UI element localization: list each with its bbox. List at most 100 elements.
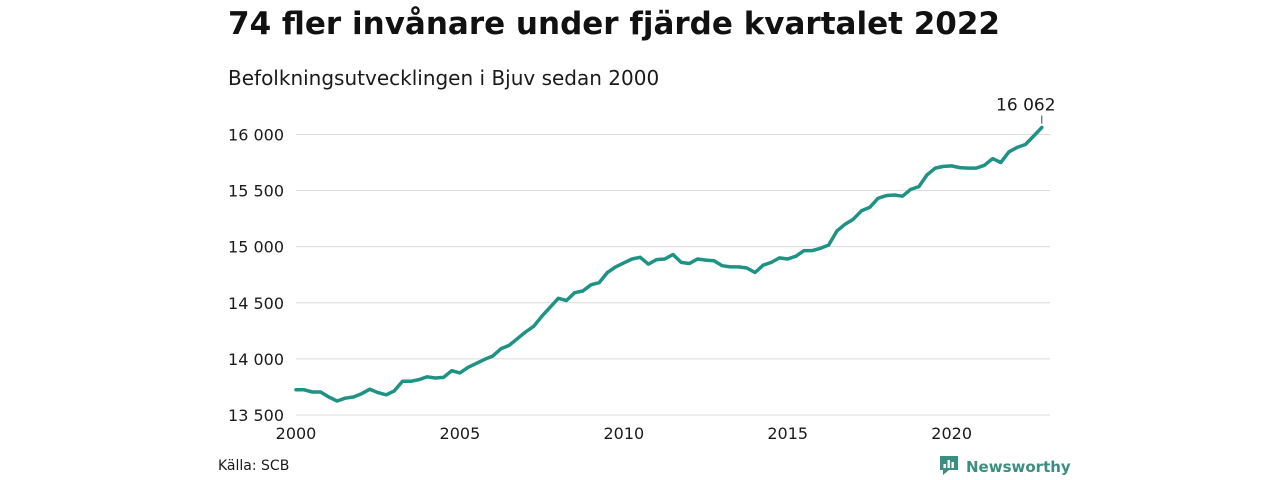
data-point — [564, 299, 568, 303]
data-point — [958, 166, 962, 170]
data-point — [712, 259, 716, 263]
data-point — [982, 163, 986, 167]
data-point — [360, 392, 364, 396]
data-point — [548, 305, 552, 309]
data-point — [786, 257, 790, 261]
data-point — [597, 281, 601, 285]
data-point — [392, 389, 396, 393]
data-point — [761, 263, 765, 267]
y-axis-tick-labels: 13 500 14 000 14 500 15 000 15 500 16 000 — [228, 125, 284, 425]
data-point — [433, 376, 437, 380]
x-tick-label: 2000 — [276, 424, 317, 443]
data-point — [835, 229, 839, 233]
data-point — [991, 157, 995, 161]
data-point — [974, 166, 978, 170]
data-point — [999, 161, 1003, 164]
data-point — [966, 166, 970, 170]
data-point — [1032, 134, 1036, 138]
data-point — [1007, 150, 1011, 154]
data-point — [302, 388, 306, 392]
data-point — [851, 217, 855, 221]
data-point — [351, 395, 355, 399]
data-point — [327, 395, 331, 399]
data-point — [532, 324, 536, 328]
y-tick-label: 13 500 — [228, 406, 284, 425]
data-point — [605, 270, 609, 274]
chart-subtitle: Befolkningsutvecklingen i Bjuv sedan 200… — [228, 66, 660, 90]
data-point — [417, 378, 421, 382]
x-axis-tick-labels: 2000 2005 2010 2015 2020 — [276, 424, 972, 443]
data-point — [1040, 125, 1044, 129]
x-tick-label: 2020 — [931, 424, 972, 443]
data-point — [925, 173, 929, 177]
data-point — [720, 264, 724, 268]
data-point — [614, 265, 618, 269]
series-layer — [294, 125, 1044, 403]
data-point — [556, 296, 560, 300]
data-point — [663, 257, 667, 261]
data-point — [696, 257, 700, 261]
brand-logo[interactable]: Newsworthy — [938, 454, 1071, 480]
data-point — [884, 194, 888, 198]
data-point — [589, 283, 593, 287]
data-point — [671, 253, 675, 257]
data-point — [737, 265, 741, 269]
data-point — [507, 343, 511, 347]
data-point — [515, 337, 519, 341]
data-point — [466, 365, 470, 369]
data-point — [827, 243, 831, 247]
data-point — [310, 390, 314, 394]
data-point — [868, 205, 872, 209]
data-point — [843, 222, 847, 226]
data-point — [294, 388, 298, 392]
data-point — [679, 260, 683, 264]
data-point — [933, 166, 937, 170]
data-point — [376, 391, 380, 395]
data-point — [909, 187, 913, 191]
data-point — [810, 249, 814, 253]
source-label: Källa: SCB — [218, 458, 290, 474]
data-point — [368, 387, 372, 391]
data-point — [917, 185, 921, 189]
y-tick-label: 14 500 — [228, 294, 284, 313]
data-point — [728, 265, 732, 269]
newsworthy-logo-icon — [938, 454, 960, 480]
data-point — [540, 314, 544, 318]
data-point — [630, 257, 634, 261]
data-point — [876, 196, 880, 200]
data-point — [450, 369, 454, 373]
data-point — [704, 258, 708, 262]
data-point — [860, 209, 863, 213]
data-point — [646, 262, 650, 266]
data-point — [499, 347, 503, 351]
data-point — [687, 262, 691, 265]
data-point — [900, 194, 904, 198]
x-tick-label: 2015 — [767, 424, 808, 443]
data-point — [401, 379, 405, 383]
series-line — [294, 125, 1044, 403]
data-point — [745, 266, 749, 270]
data-point — [638, 255, 642, 259]
data-point — [581, 289, 585, 293]
data-point — [769, 260, 773, 264]
data-point — [335, 399, 339, 403]
x-tick-label: 2010 — [603, 424, 644, 443]
data-point — [319, 390, 323, 394]
data-point — [1023, 143, 1027, 147]
data-point — [802, 249, 806, 253]
data-point — [794, 254, 798, 258]
data-point — [819, 246, 823, 250]
grid-lines — [296, 133, 1050, 416]
data-point — [892, 193, 896, 197]
data-point — [409, 379, 413, 383]
data-point — [1015, 145, 1019, 149]
data-point — [343, 396, 347, 400]
end-value-label: 16 062 — [996, 95, 1055, 115]
data-point — [655, 258, 659, 262]
data-point — [941, 164, 945, 168]
y-tick-label: 15 000 — [228, 238, 284, 257]
y-tick-label: 14 000 — [228, 350, 284, 369]
annotation-layer: 16 062 — [996, 95, 1056, 124]
data-point — [442, 375, 446, 379]
